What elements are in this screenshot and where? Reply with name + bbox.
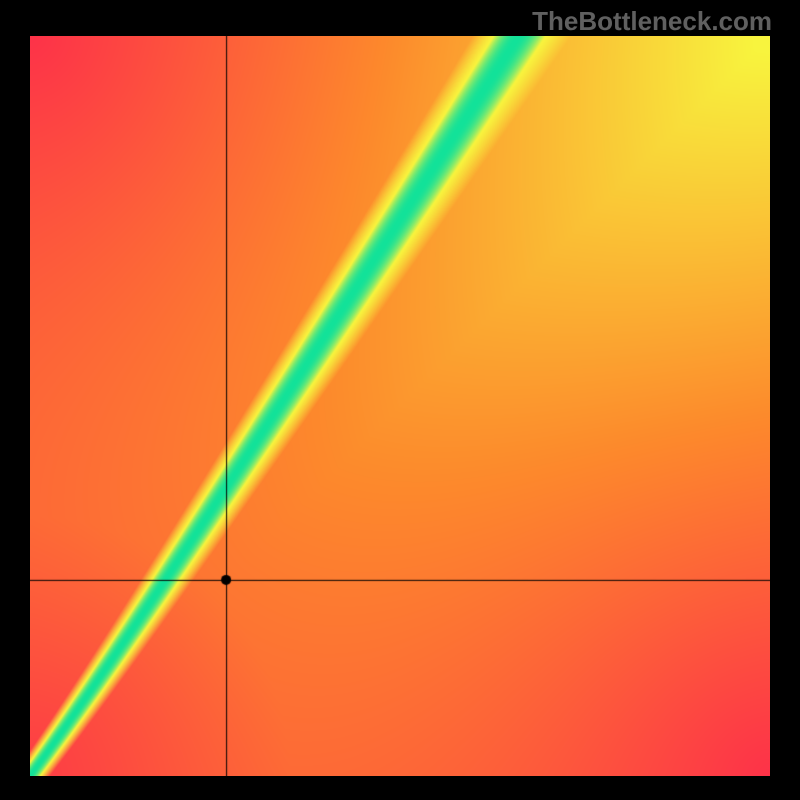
- watermark-text: TheBottleneck.com: [532, 6, 772, 37]
- chart-container: TheBottleneck.com: [0, 0, 800, 800]
- bottleneck-heatmap: [30, 36, 770, 776]
